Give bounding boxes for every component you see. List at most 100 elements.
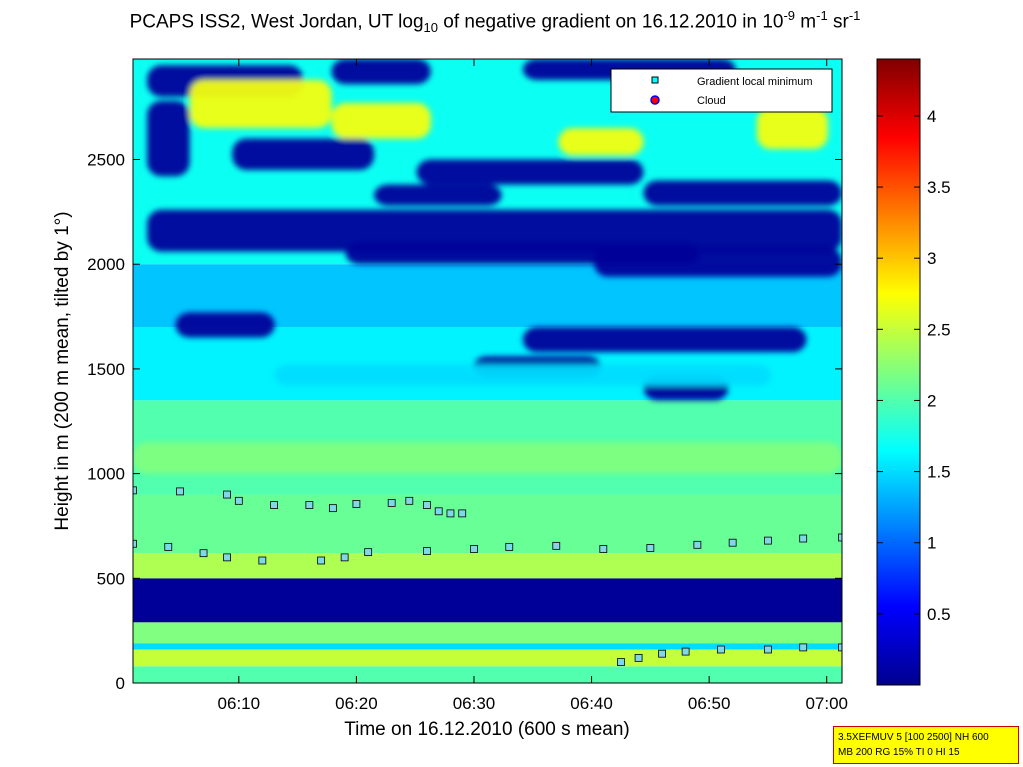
colorbar-tick-label: 3.5 (927, 178, 951, 197)
heatmap-blob (331, 59, 431, 85)
colorbar-ticks: 0.5 1 1.5 2 2.5 3 3.5 4 (877, 107, 951, 624)
gradient-minimum-marker (658, 649, 667, 658)
gradient-minimum-marker (258, 556, 267, 565)
info-line-1: 3.5XEFMUV 5 [100 2500] NH 600 (838, 732, 989, 743)
heatmap-layer (133, 494, 842, 554)
gradient-minimum-markers (133, 486, 842, 666)
x-tick-label: 06:10 (218, 694, 261, 713)
heatmap-layer (133, 622, 842, 644)
heatmap-plot-area (133, 59, 842, 683)
gradient-minimum-marker (223, 553, 231, 562)
y-axis-label: Height in m (200 m mean, tilted by 1°) (52, 211, 73, 530)
colorbar-tick-label: 0.5 (927, 605, 951, 624)
legend-label-gradient-minimum: Gradient local minimum (697, 76, 813, 88)
gradient-minimum-marker (423, 547, 431, 555)
heatmap-blob (756, 107, 828, 150)
gradient-minimum-marker (164, 542, 173, 551)
x-tick-label: 06:50 (688, 694, 731, 713)
x-tick-label: 06:40 (570, 694, 613, 713)
heatmap-blob (189, 79, 332, 129)
gradient-minimum-marker (716, 645, 725, 654)
heatmap-blob (175, 312, 275, 338)
heatmap-blob (558, 128, 644, 156)
colorbar-tick-label: 1 (927, 534, 936, 553)
legend-label-cloud: Cloud (697, 95, 726, 107)
heatmap-blobs (133, 59, 842, 474)
x-tick-label: 06:20 (335, 694, 378, 713)
gradient-minimum-marker (305, 501, 314, 509)
chart-title: PCAPS ISS2, West Jordan, UT log10 of neg… (129, 8, 861, 36)
heatmap-blob (331, 102, 431, 139)
legend: Gradient local minimum Cloud (610, 68, 833, 113)
heatmap-blob (133, 442, 842, 474)
gradient-minimum-marker (505, 542, 514, 551)
legend-marker-cloud (650, 95, 660, 105)
gradient-minimum-marker (352, 500, 361, 508)
gradient-minimum-marker (176, 487, 184, 496)
gradient-minimum-marker (223, 490, 231, 499)
gradient-minimum-marker (234, 496, 243, 505)
y-tick-label: 500 (97, 569, 125, 588)
colorbar-gradient (876, 58, 921, 686)
gradient-minimum-marker (446, 509, 455, 518)
gradient-minimum-marker (470, 545, 478, 553)
heatmap-layer (133, 666, 842, 683)
x-tick-label: 07:00 (805, 694, 848, 713)
gradient-minimum-marker (458, 509, 467, 518)
gradient-minimum-marker (405, 496, 414, 505)
gradient-minimum-marker (270, 501, 278, 509)
settings-info-box: 3.5XEFMUV 5 [100 2500] NH 600 MB 200 RG … (833, 726, 1019, 764)
heatmap-blob (522, 327, 807, 353)
gradient-minimum-marker (617, 658, 625, 666)
heatmap-layer (133, 578, 842, 623)
gradient-minimum-marker (328, 504, 337, 513)
colorbar-tick-label: 4 (927, 107, 936, 126)
x-tick-label: 06:30 (453, 694, 496, 713)
gradient-minimum-marker (434, 507, 443, 516)
gradient-minimum-marker (133, 486, 137, 495)
x-axis-label: Time on 16.12.2010 (600 s mean) (344, 719, 630, 740)
legend-marker-gradient-minimum (651, 76, 659, 84)
gradient-minimum-marker (838, 533, 842, 542)
info-line-2: MB 200 RG 15% TI 0 HI 15 (838, 747, 960, 758)
y-tick-label: 2500 (87, 151, 125, 170)
y-tick-label: 0 (116, 674, 125, 693)
colorbar: 0.5 1 1.5 2 2.5 3 3.5 4 (876, 58, 951, 686)
heatmap-blob (416, 159, 644, 185)
gradient-minimum-marker (133, 539, 137, 548)
heatmap-blob (147, 100, 190, 177)
gradient-minimum-marker (364, 548, 373, 557)
gradient-minimum-marker (799, 643, 808, 652)
gradient-minimum-marker (199, 549, 208, 558)
gradient-minimum-marker (799, 534, 808, 543)
heatmap-blob (147, 209, 842, 252)
y-tick-label: 2000 (87, 255, 125, 274)
gradient-minimum-marker (387, 499, 396, 507)
gradient-minimum-marker (634, 653, 643, 662)
gradient-minimum-marker (693, 540, 702, 549)
heatmap-layer (133, 649, 842, 667)
heatmap-blob (232, 138, 375, 170)
gradient-minimum-marker (646, 544, 655, 552)
gradient-minimum-marker (764, 645, 772, 654)
gradient-minimum-marker (552, 541, 561, 550)
gradient-minimum-marker (423, 501, 431, 509)
colorbar-tick-label: 3 (927, 249, 936, 268)
gradient-minimum-marker (599, 545, 608, 553)
x-axis: 06:10 06:20 06:30 06:40 06:50 07:00 (218, 59, 848, 713)
y-tick-label: 1500 (87, 360, 125, 379)
heatmap-blob (374, 184, 502, 206)
y-axis: 0 500 1000 1500 2000 2500 (87, 151, 842, 693)
gradient-minimum-marker (340, 553, 349, 562)
gradient-minimum-marker (317, 556, 326, 565)
heatmap-layer (133, 643, 842, 650)
plot-frame (132, 58, 843, 684)
gradient-minimum-marker (681, 647, 690, 656)
heatmap-blob (274, 364, 772, 386)
colorbar-tick-label: 2.5 (927, 320, 951, 339)
heatmap-blob (593, 247, 842, 277)
heatmap-blob (643, 180, 842, 206)
gradient-minimum-marker (838, 643, 842, 652)
colorbar-tick-label: 1.5 (927, 463, 951, 482)
